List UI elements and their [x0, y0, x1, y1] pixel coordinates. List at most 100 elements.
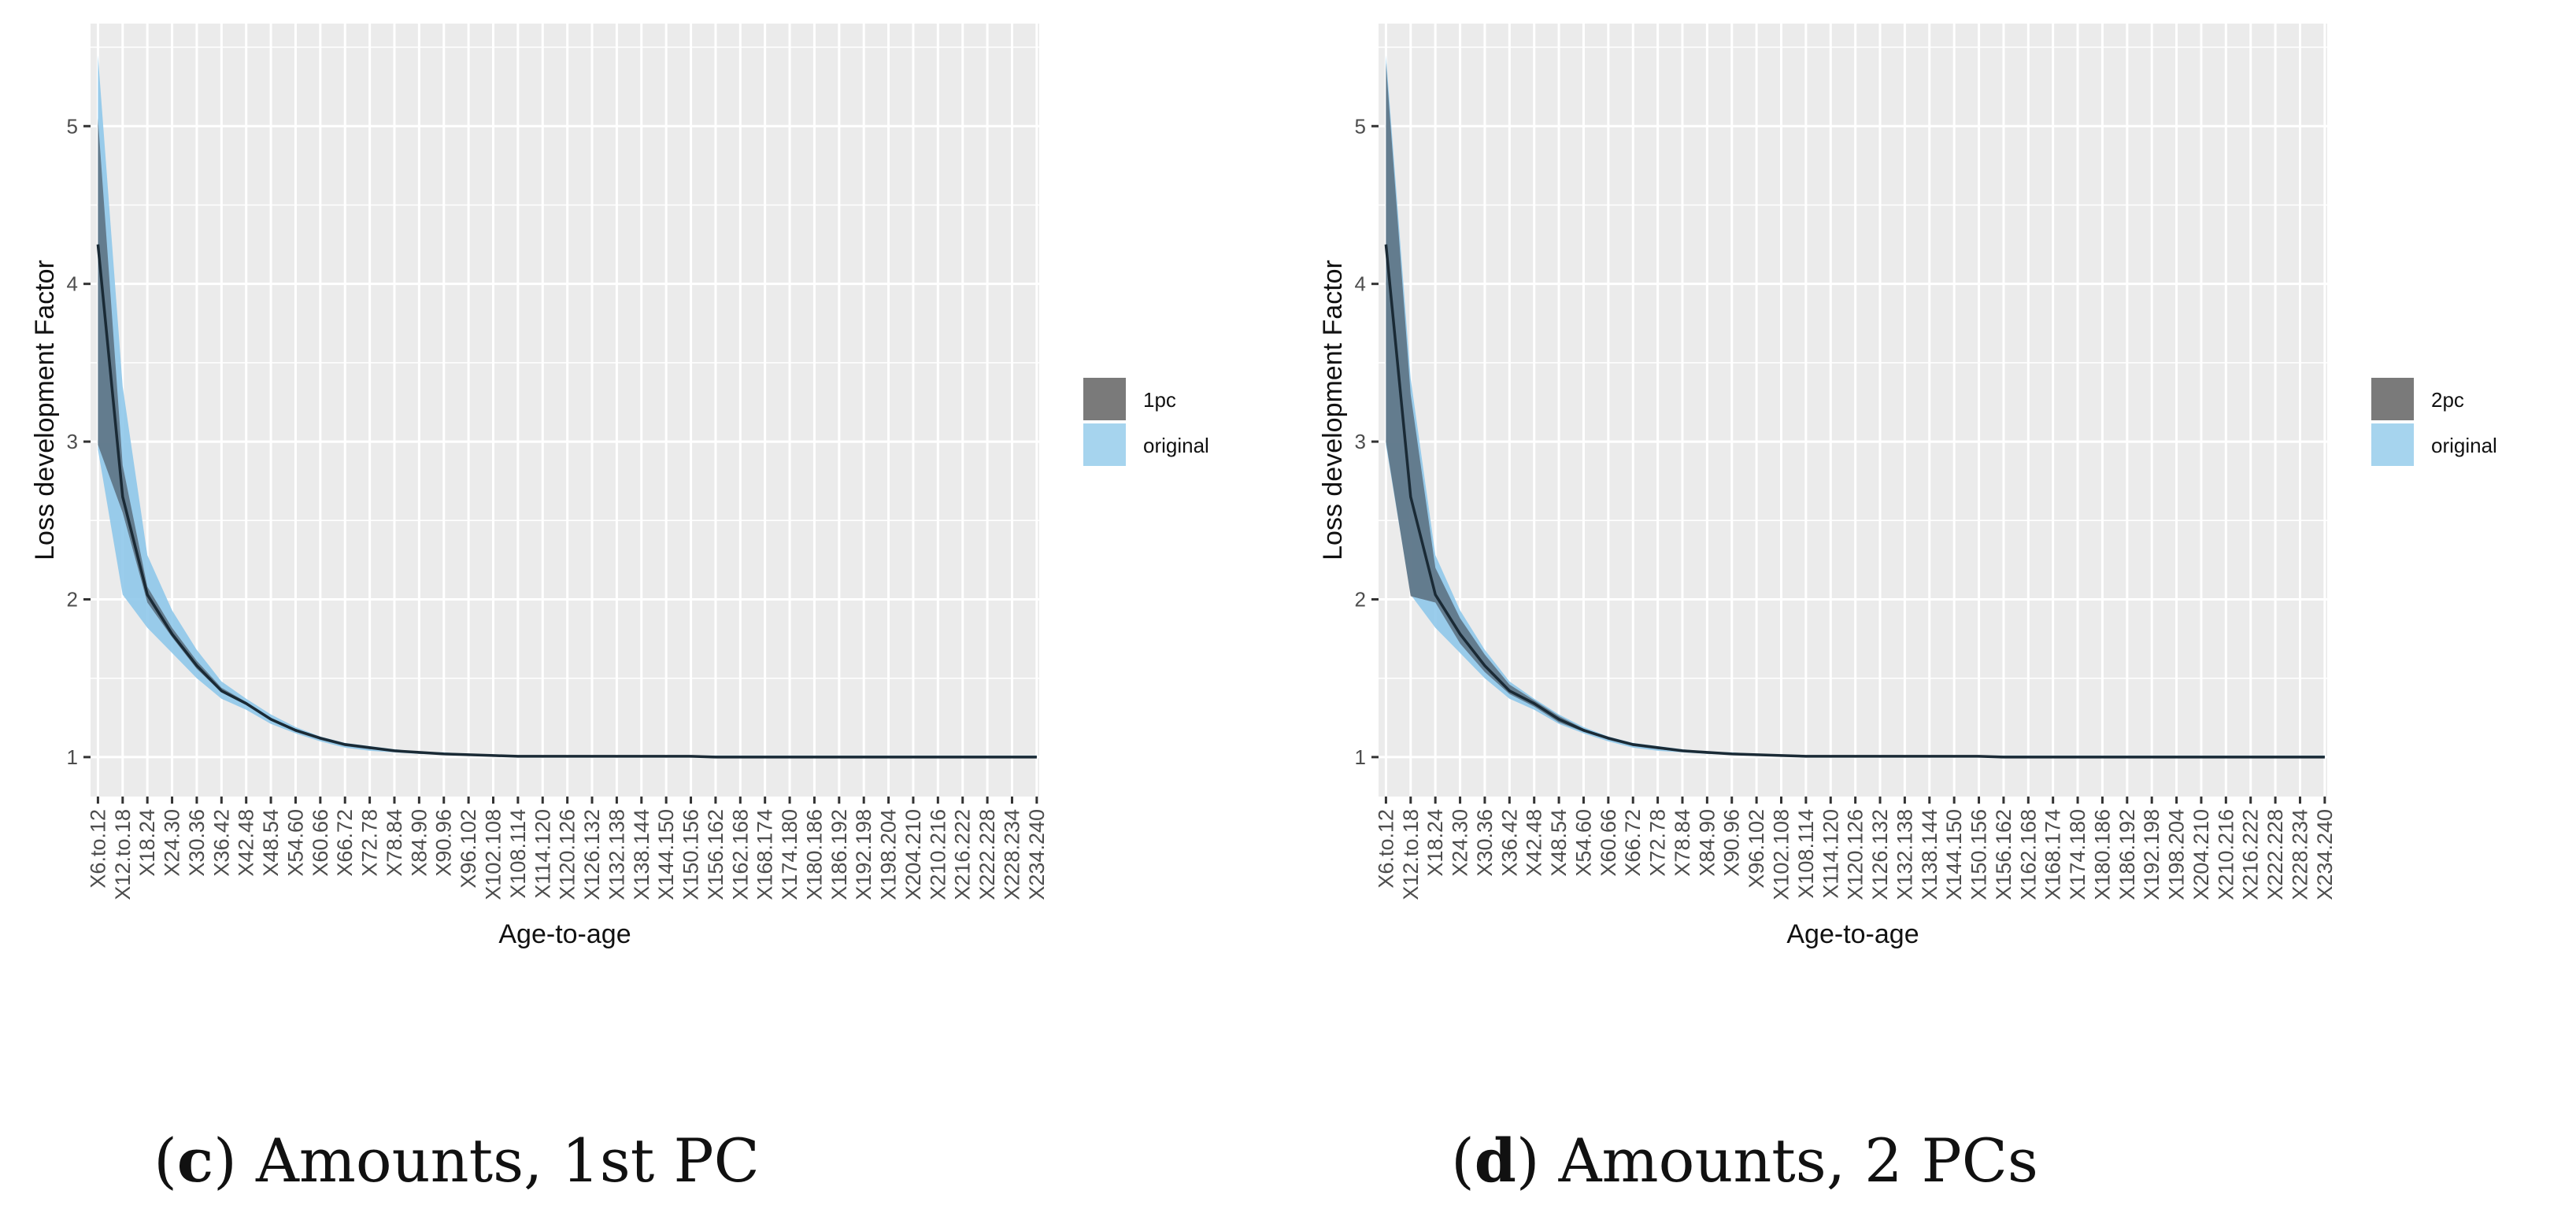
x-tick-label: X78.84: [383, 809, 406, 877]
x-tick-label: X222.228: [2263, 809, 2287, 900]
y-tick-label: 4: [67, 272, 78, 296]
chart-c-svg: 1 2 3 4 5 X6.to.12 X12.to.18 X18.24 X24.30 X30.36…: [30, 24, 1209, 949]
x-tick-label: X132.138: [605, 809, 628, 900]
x-tick-label: X174.180: [2066, 809, 2089, 900]
x-tick-label: X60.66: [1597, 809, 1620, 877]
x-tick-label: X18.24: [135, 809, 159, 877]
x-tick-label: X138.144: [630, 809, 653, 900]
x-tick-label: X24.30: [161, 809, 184, 877]
x-tick-label: X72.78: [358, 809, 382, 877]
x-tick-label: X174.180: [778, 809, 801, 900]
y-tick-label: 4: [1355, 272, 1366, 296]
x-axis-title: Age-to-age: [498, 919, 631, 949]
x-tick-label: X120.126: [556, 809, 579, 900]
x-tick-label: X150.156: [1967, 809, 1991, 900]
x-tick-label: X168.174: [753, 809, 777, 900]
y-tick-label: 1: [67, 745, 78, 769]
x-tick-label: X30.36: [1473, 809, 1497, 877]
legend-label-original: original: [2431, 434, 2497, 457]
legend-key-1pc: [1083, 378, 1126, 420]
x-tick-label: X6.to.12: [1374, 809, 1397, 889]
x-tick-label: X66.72: [1621, 809, 1645, 877]
y-axis-title: Loss development Factor: [30, 260, 60, 560]
x-tick-label: X234.240: [1025, 809, 1049, 900]
x-tick-label: X18.24: [1423, 809, 1447, 877]
x-tick-label: X192.198: [2140, 809, 2163, 900]
x-tick-label: X120.126: [1844, 809, 1867, 900]
x-tick-label: X138.144: [1918, 809, 1941, 900]
x-tick-label: X114.120: [531, 809, 554, 899]
x-tick-label: X54.60: [1571, 809, 1595, 877]
x-tick-label: X222.228: [975, 809, 999, 900]
plot-background: [91, 24, 1039, 797]
x-tick-label: X78.84: [1671, 809, 1694, 877]
x-tick-label: X144.150: [1942, 809, 1966, 900]
x-tick-label: X114.120: [1819, 809, 1842, 899]
legend-label-2pc: 2pc: [2431, 388, 2464, 412]
x-tick-label: X126.132: [1868, 809, 1892, 900]
x-tick-label: X216.222: [2239, 809, 2263, 900]
x-tick-label: X96.102: [457, 809, 480, 889]
plot-background: [1379, 24, 2327, 797]
x-tick-label: X192.198: [852, 809, 875, 900]
x-tick-label: X60.66: [309, 809, 332, 877]
caption-c-letter: c: [176, 1126, 214, 1196]
y-axis-title: Loss development Factor: [1318, 260, 1348, 560]
x-tick-label: X66.72: [333, 809, 357, 877]
x-tick-label: X6.to.12: [86, 809, 109, 889]
x-tick-label: X156.162: [1992, 809, 2015, 900]
chart-d-svg: 1 2 3 4 5 X6.to.12 X12.to.18 X18.24 X24.30 X30.36…: [1318, 24, 2497, 949]
x-tick-label: X42.48: [1523, 809, 1546, 877]
mean-line: [96, 244, 1037, 759]
caption-d-text: ) Amounts, 2 PCs: [1516, 1126, 2038, 1196]
x-tick-label: X36.42: [1497, 809, 1521, 877]
x-tick-label: X108.114: [506, 809, 530, 899]
x-tick-label: X198.204: [877, 809, 901, 900]
x-tick-label: X210.216: [2214, 809, 2237, 900]
caption-c: (c) Amounts, 1st PC: [154, 1126, 760, 1196]
caption-d: (d) Amounts, 2 PCs: [1451, 1126, 2038, 1196]
x-tick-label: X198.204: [2165, 809, 2189, 900]
x-axis-title: Age-to-age: [1786, 919, 1919, 949]
y-tick-label: 5: [67, 114, 78, 138]
x-tick-label: X84.90: [407, 809, 431, 877]
x-tick-label: X216.222: [951, 809, 975, 900]
x-tick-label: X186.192: [2115, 809, 2139, 900]
x-tick-label: X54.60: [283, 809, 307, 877]
x-tick-label: X144.150: [654, 809, 678, 900]
legend-key-original: [2371, 423, 2414, 466]
x-tick-label: X72.78: [1646, 809, 1670, 877]
y-tick-label: 3: [1355, 430, 1366, 453]
chart-panel-c: 1 2 3 4 5 X6.to.12 X12.to.18 X18.24 X24.30 X30.36…: [30, 24, 1209, 1196]
legend-label-original: original: [1143, 434, 1209, 457]
x-tick-label: X108.114: [1794, 809, 1818, 899]
legend-key-2pc: [2371, 378, 2414, 420]
legend-key-original: [1083, 423, 1126, 466]
y-tick-label: 2: [67, 587, 78, 611]
legend-label-1pc: 1pc: [1143, 388, 1176, 412]
x-tick-label: X156.162: [704, 809, 727, 900]
x-tick-label: X48.54: [1547, 809, 1571, 877]
x-tick-label: X90.96: [432, 809, 456, 877]
x-tick-label: X204.210: [2189, 809, 2213, 900]
x-tick-label: X210.216: [926, 809, 949, 900]
x-tick-label: X180.186: [802, 809, 826, 900]
legend: 2pc original: [2371, 378, 2497, 466]
chart-panel-d: 1 2 3 4 5 X6.to.12 X12.to.18 X18.24 X24.30 X30.36…: [1288, 0, 2576, 1231]
x-tick-label: X228.234: [1000, 809, 1023, 900]
x-tick-label: X102.108: [1769, 809, 1793, 900]
x-tick-label: X90.96: [1720, 809, 1744, 877]
y-tick-label: 3: [67, 430, 78, 453]
x-tick-label: X168.174: [2041, 809, 2065, 900]
x-tick-label: X126.132: [580, 809, 604, 900]
y-tick-label: 1: [1355, 745, 1366, 769]
x-tick-label: X84.90: [1695, 809, 1719, 877]
x-tick-label: X150.156: [679, 809, 703, 900]
caption-d-letter: d: [1474, 1126, 1516, 1196]
y-tick-label: 2: [1355, 587, 1366, 611]
x-tick-label: X24.30: [1449, 809, 1472, 877]
legend: 1pc original: [1083, 378, 1209, 466]
x-tick-label: X132.138: [1893, 809, 1916, 900]
x-tick-label: X162.168: [728, 809, 752, 900]
mean-line: [1384, 244, 2325, 759]
